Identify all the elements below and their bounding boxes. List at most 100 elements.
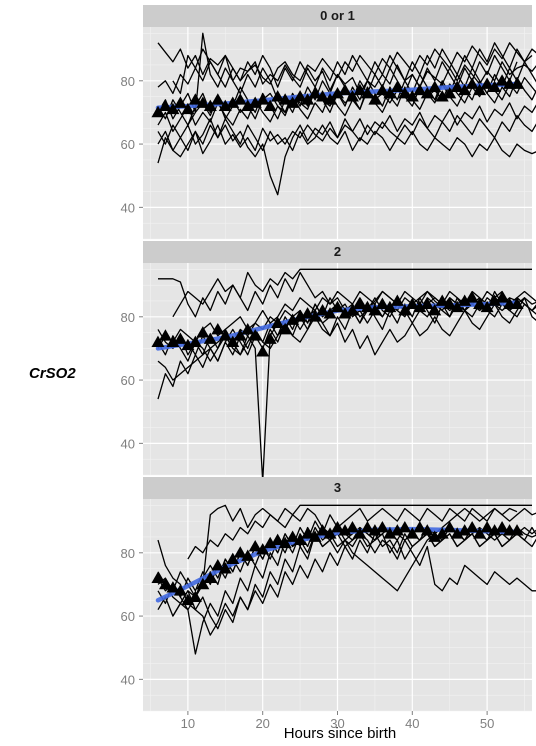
mean-point <box>458 83 472 96</box>
mean-point <box>271 533 285 546</box>
mean-point <box>390 80 404 92</box>
mean-point <box>458 294 472 306</box>
individual-trace-2 <box>157 42 536 95</box>
mean-point <box>278 536 292 549</box>
mean-point <box>338 307 352 319</box>
mean-point <box>218 562 232 574</box>
mean-point <box>226 552 240 564</box>
mean-point <box>383 86 397 99</box>
strip-background <box>143 241 532 263</box>
mean-point <box>286 96 300 108</box>
mean-point <box>405 90 419 102</box>
mean-point <box>465 77 479 89</box>
mean-point <box>510 297 524 310</box>
mean-point <box>203 571 217 583</box>
mean-point <box>241 99 255 111</box>
mean-point <box>488 294 502 306</box>
y-tick-label: 60 <box>121 609 135 624</box>
individual-trace-7 <box>172 504 532 617</box>
mean-point <box>286 313 300 325</box>
mean-point <box>488 524 502 536</box>
strip-label: 3 <box>334 480 341 495</box>
mean-point <box>405 297 419 310</box>
y-tick-label: 40 <box>121 672 135 687</box>
mean-point <box>488 80 502 92</box>
individual-trace-1 <box>157 42 536 95</box>
mean-point <box>480 77 494 89</box>
mean-point <box>196 577 210 590</box>
mean-point <box>390 524 404 536</box>
mean-point <box>465 520 479 533</box>
strip-label: 0 or 1 <box>320 8 355 23</box>
mean-point <box>450 80 464 92</box>
mean-point <box>278 322 292 335</box>
panel-1: 0 or 1 40 60 80 <box>121 5 536 240</box>
mean-point <box>510 77 524 89</box>
mean-point <box>241 549 255 561</box>
mean-point <box>308 530 322 542</box>
mean-point <box>420 86 434 99</box>
y-tick-label: 80 <box>121 74 135 89</box>
mean-point <box>368 303 382 316</box>
individual-trace-6 <box>157 102 536 196</box>
mean-point <box>420 297 434 310</box>
mean-point <box>158 99 172 111</box>
individual-trace-1 <box>157 533 536 630</box>
mean-point <box>458 524 472 536</box>
panel-3: 3 40 60 80 10 20 30 40 50 <box>121 477 536 731</box>
individual-trace-7 <box>172 268 532 318</box>
mean-point <box>173 332 187 344</box>
mean-point <box>428 303 442 316</box>
mean-point <box>293 533 307 546</box>
y-tick-label: 80 <box>121 310 135 325</box>
mean-point <box>308 86 322 99</box>
strip-background <box>143 5 532 27</box>
individual-trace-8 <box>157 118 536 158</box>
mean-point <box>203 99 217 111</box>
mean-point <box>450 527 464 539</box>
x-tick-label: 50 <box>480 716 494 731</box>
mean-point <box>495 74 509 86</box>
mean-point <box>241 322 255 335</box>
mean-point <box>203 332 217 344</box>
mean-point <box>181 338 195 351</box>
mean-point <box>360 86 374 99</box>
mean-point <box>256 93 270 105</box>
mean-point <box>331 520 344 533</box>
mean-point <box>383 300 397 313</box>
mean-point <box>345 303 359 316</box>
mean-point <box>293 90 307 102</box>
mean-point <box>413 83 427 96</box>
mean-point <box>286 530 300 542</box>
mean-point <box>196 96 210 108</box>
mean-point <box>383 527 397 539</box>
mean-point <box>166 335 180 347</box>
mean-point <box>181 593 195 606</box>
mean-point <box>211 558 225 571</box>
y-tick-label: 60 <box>121 373 135 388</box>
x-tick-label: 40 <box>405 716 419 731</box>
mean-point <box>233 546 247 558</box>
mean-point <box>405 527 419 539</box>
mean-point <box>226 335 240 347</box>
mean-point <box>360 300 374 313</box>
mean-point <box>316 303 330 316</box>
mean-point <box>196 326 210 338</box>
mean-point <box>398 520 412 533</box>
mean-point <box>345 90 359 102</box>
mean-point <box>480 300 494 313</box>
mean-point <box>443 86 457 99</box>
mean-point <box>413 520 427 533</box>
mean-point <box>256 543 270 555</box>
mean-point <box>323 307 337 319</box>
mean-point <box>263 332 277 344</box>
mean-point <box>173 584 187 596</box>
mean-point <box>331 300 344 313</box>
mean-point <box>271 90 285 102</box>
mean-point <box>510 524 524 536</box>
mean-point <box>495 520 509 533</box>
mean-point <box>211 322 225 335</box>
individual-trace-9 <box>172 42 533 95</box>
mean-point <box>248 96 262 108</box>
